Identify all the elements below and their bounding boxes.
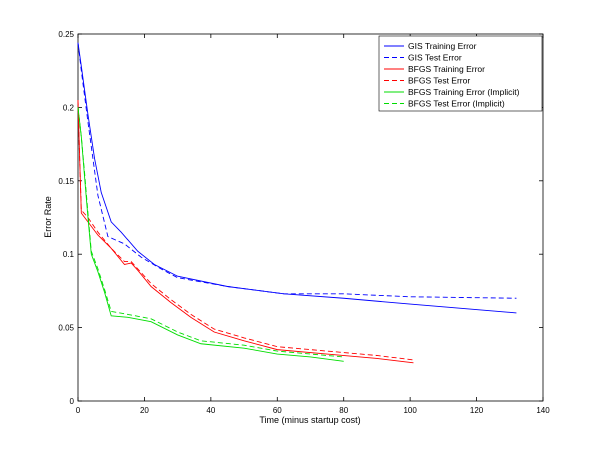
legend-label-bfgs-test-error: BFGS Test Error (408, 76, 470, 86)
y-tick-label: 0.2 (63, 103, 75, 112)
series-line-bfgs-test-error (77, 100, 414, 361)
legend-label-bfgs-test-error-implicit: BFGS Test Error (Implicit) (408, 99, 505, 109)
x-tick-label: 120 (470, 406, 484, 415)
y-tick-label: 0.05 (58, 324, 74, 333)
x-tick-label: 60 (273, 406, 282, 415)
x-tick-label: 100 (403, 406, 417, 415)
x-tick-label: 0 (76, 406, 81, 415)
y-axis-label: Error Rate (43, 196, 53, 238)
y-tick-label: 0.1 (63, 250, 75, 259)
x-tick-label: 40 (206, 406, 215, 415)
legend-label-gis-training-error: GIS Training Error (408, 41, 477, 51)
y-axis: 0 0.05 0.1 0.15 0.2 0.25 (58, 30, 543, 406)
series-line-gis-test-error (77, 42, 517, 299)
x-tick-label: 140 (536, 406, 550, 415)
series-layer (77, 42, 517, 364)
series-line-bfgs-training-error (77, 100, 414, 364)
series-line-bfgs-test-error-implicit (77, 107, 344, 358)
y-tick-label: 0 (70, 397, 75, 406)
x-tick-label: 80 (339, 406, 348, 415)
y-tick-label: 0.25 (58, 30, 74, 39)
x-axis-label: Time (minus startup cost) (259, 415, 360, 425)
series-line-gis-training-error (77, 42, 517, 314)
legend-label-bfgs-training-error-implicit: BFGS Training Error (Implicit) (408, 87, 520, 97)
legend-label-gis-test-error: GIS Test Error (408, 53, 462, 63)
x-tick-label: 20 (140, 406, 149, 415)
y-tick-label: 0.15 (58, 177, 74, 186)
legend-box (378, 35, 543, 112)
legend-label-bfgs-training-error: BFGS Training Error (408, 64, 485, 74)
